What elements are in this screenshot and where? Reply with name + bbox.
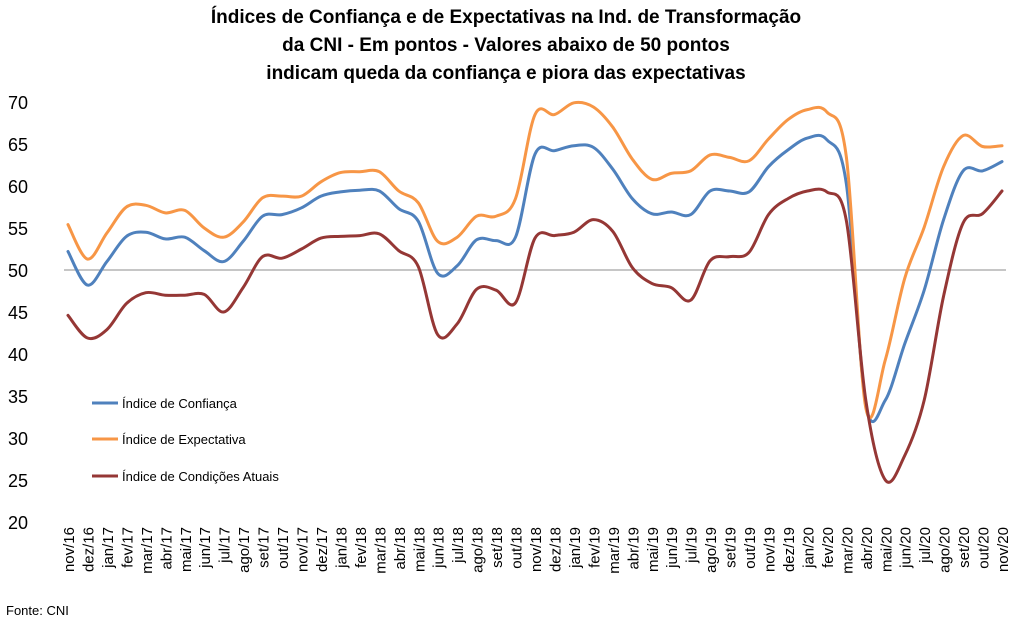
x-tick-label: jul/18 <box>450 527 467 564</box>
x-tick-label: jan/19 <box>567 527 584 569</box>
x-tick-label: jun/20 <box>898 527 915 569</box>
source-note: Fonte: CNI <box>6 603 69 618</box>
x-tick-label: jun/19 <box>664 527 681 569</box>
x-tick-label: nov/16 <box>61 527 78 572</box>
legend-label: Índice de Condições Atuais <box>122 469 279 484</box>
x-tick-label: abr/19 <box>625 527 642 570</box>
x-tick-label: jul/19 <box>684 527 701 564</box>
y-tick-label: 65 <box>8 135 28 155</box>
chart-title-line: Índices de Confiança e de Expectativas n… <box>210 7 802 28</box>
x-tick-label: jul/17 <box>217 527 234 564</box>
legend-label: Índice de Expectativa <box>122 432 246 447</box>
y-tick-label: 55 <box>8 219 28 239</box>
x-tick-label: nov/20 <box>995 527 1012 572</box>
x-tick-label: fev/20 <box>820 527 837 568</box>
y-tick-label: 50 <box>8 261 28 281</box>
x-tick-label: dez/19 <box>781 527 798 572</box>
x-tick-label: nov/18 <box>528 527 545 572</box>
x-tick-label: dez/17 <box>314 527 331 572</box>
chart-title-line: indicam queda da confiança e piora das e… <box>266 63 746 84</box>
x-tick-label: ago/18 <box>470 527 487 573</box>
x-tick-label: mai/18 <box>411 527 428 572</box>
x-tick-label: out/18 <box>509 527 526 569</box>
x-tick-label: fev/18 <box>353 527 370 568</box>
x-tick-label: nov/19 <box>762 527 779 572</box>
x-tick-label: jun/18 <box>431 527 448 569</box>
x-tick-label: mar/20 <box>839 527 856 574</box>
x-tick-label: fev/19 <box>586 527 603 568</box>
x-tick-label: mai/19 <box>645 527 662 572</box>
x-tick-label: mar/19 <box>606 527 623 574</box>
x-tick-label: set/18 <box>489 527 506 568</box>
x-tick-label: mai/20 <box>878 527 895 572</box>
x-tick-label: dez/18 <box>547 527 564 572</box>
x-tick-label: dez/16 <box>80 527 97 572</box>
x-tick-label: ago/19 <box>703 527 720 573</box>
chart-title: Índices de Confiança e de Expectativas n… <box>0 4 1012 88</box>
x-tick-label: jan/18 <box>333 527 350 569</box>
y-tick-label: 40 <box>8 345 28 365</box>
y-tick-label: 30 <box>8 429 28 449</box>
x-tick-label: jun/17 <box>197 527 214 569</box>
y-tick-label: 70 <box>8 93 28 113</box>
x-tick-label: jan/17 <box>100 527 117 569</box>
x-tick-label: abr/20 <box>859 527 876 570</box>
y-tick-label: 35 <box>8 387 28 407</box>
x-tick-label: mar/18 <box>372 527 389 574</box>
chart-title-line: da CNI - Em pontos - Valores abaixo de 5… <box>282 35 730 56</box>
x-tick-label: mai/17 <box>178 527 195 572</box>
y-tick-label: 60 <box>8 177 28 197</box>
x-tick-label: abr/18 <box>392 527 409 570</box>
x-tick-label: fev/17 <box>119 527 136 568</box>
x-tick-label: mar/17 <box>139 527 156 574</box>
x-tick-label: out/19 <box>742 527 759 569</box>
x-tick-label: set/20 <box>956 527 973 568</box>
y-tick-label: 25 <box>8 471 28 491</box>
x-tick-label: abr/17 <box>158 527 175 570</box>
x-tick-label: nov/17 <box>295 527 312 572</box>
x-tick-label: out/20 <box>976 527 993 569</box>
y-tick-label: 45 <box>8 303 28 323</box>
y-tick-label: 20 <box>8 513 28 533</box>
x-tick-label: set/19 <box>723 527 740 568</box>
x-tick-label: ago/20 <box>937 527 954 573</box>
x-tick-label: ago/17 <box>236 527 253 573</box>
x-tick-label: set/17 <box>256 527 273 568</box>
x-tick-label: jul/20 <box>917 527 934 564</box>
x-tick-label: out/17 <box>275 527 292 569</box>
series-line <box>66 187 1004 484</box>
x-tick-label: jan/20 <box>800 527 817 569</box>
legend-label: Índice de Confiança <box>122 396 238 411</box>
